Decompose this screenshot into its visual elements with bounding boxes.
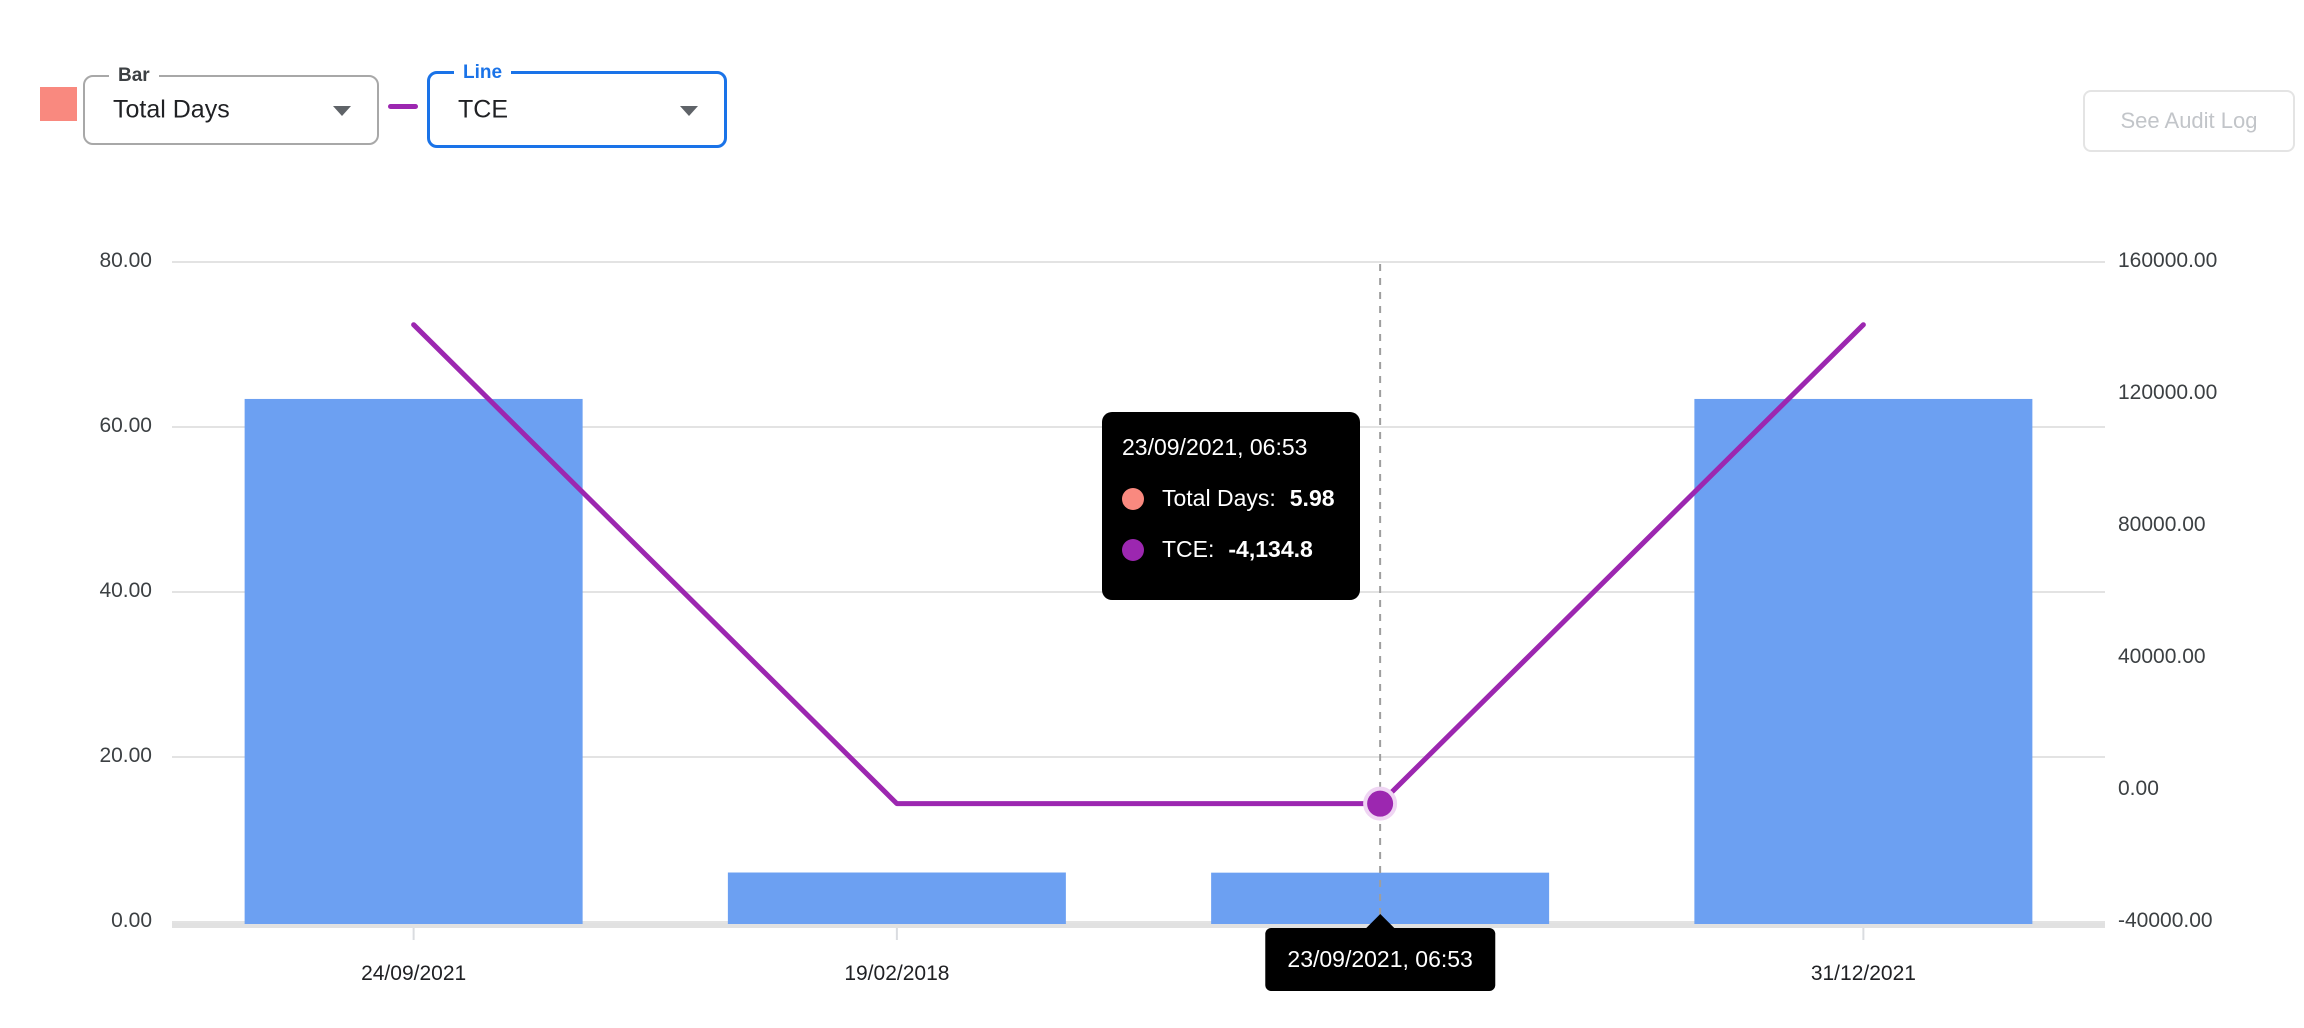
tce-dot-icon (1122, 538, 1144, 561)
line-select-value: TCE (458, 95, 508, 123)
chart-tooltip: 23/09/2021, 06:53 Total Days: 5.98 TCE: … (1102, 412, 1360, 600)
chevron-down-icon (333, 106, 351, 116)
tooltip-title: 23/09/2021, 06:53 (1122, 434, 1308, 460)
line-series-select[interactable]: Line TCE (427, 60, 727, 148)
bar-series-select[interactable]: Bar Total Days (83, 63, 379, 145)
total-days-dot-icon (1122, 487, 1144, 510)
tooltip-row-value: 5.98 (1289, 485, 1335, 511)
line-select-label: Line (454, 60, 512, 86)
tooltip-row-total-days: Total Days: 5.98 (1122, 485, 1360, 512)
line-point-marker[interactable] (1363, 786, 1398, 821)
bar-3[interactable] (1694, 398, 2033, 924)
tooltip-row-label: TCE: (1162, 536, 1215, 562)
bar-0[interactable] (244, 398, 583, 924)
tce-line[interactable] (411, 322, 1866, 807)
bar-1[interactable] (727, 872, 1066, 925)
x-axis-tooltip: 23/09/2021, 06:53 (1265, 914, 1495, 991)
bar-select-label: Bar (109, 63, 159, 89)
tooltip-row-tce: TCE: -4,134.8 (1122, 536, 1360, 563)
x-axis-tooltip-label: 23/09/2021, 06:53 (1287, 946, 1473, 972)
chevron-down-icon (680, 105, 698, 116)
bar-legend-swatch (40, 87, 77, 121)
tooltip-caret-icon (1365, 914, 1396, 929)
bar-select-value: Total Days (113, 95, 230, 124)
see-audit-log-button[interactable]: See Audit Log (2083, 90, 2295, 152)
x-axis-line (172, 923, 2105, 928)
tooltip-row-label: Total Days: (1162, 485, 1276, 511)
line-legend-dash (388, 104, 418, 109)
tooltip-row-value: -4,134.8 (1228, 536, 1313, 562)
